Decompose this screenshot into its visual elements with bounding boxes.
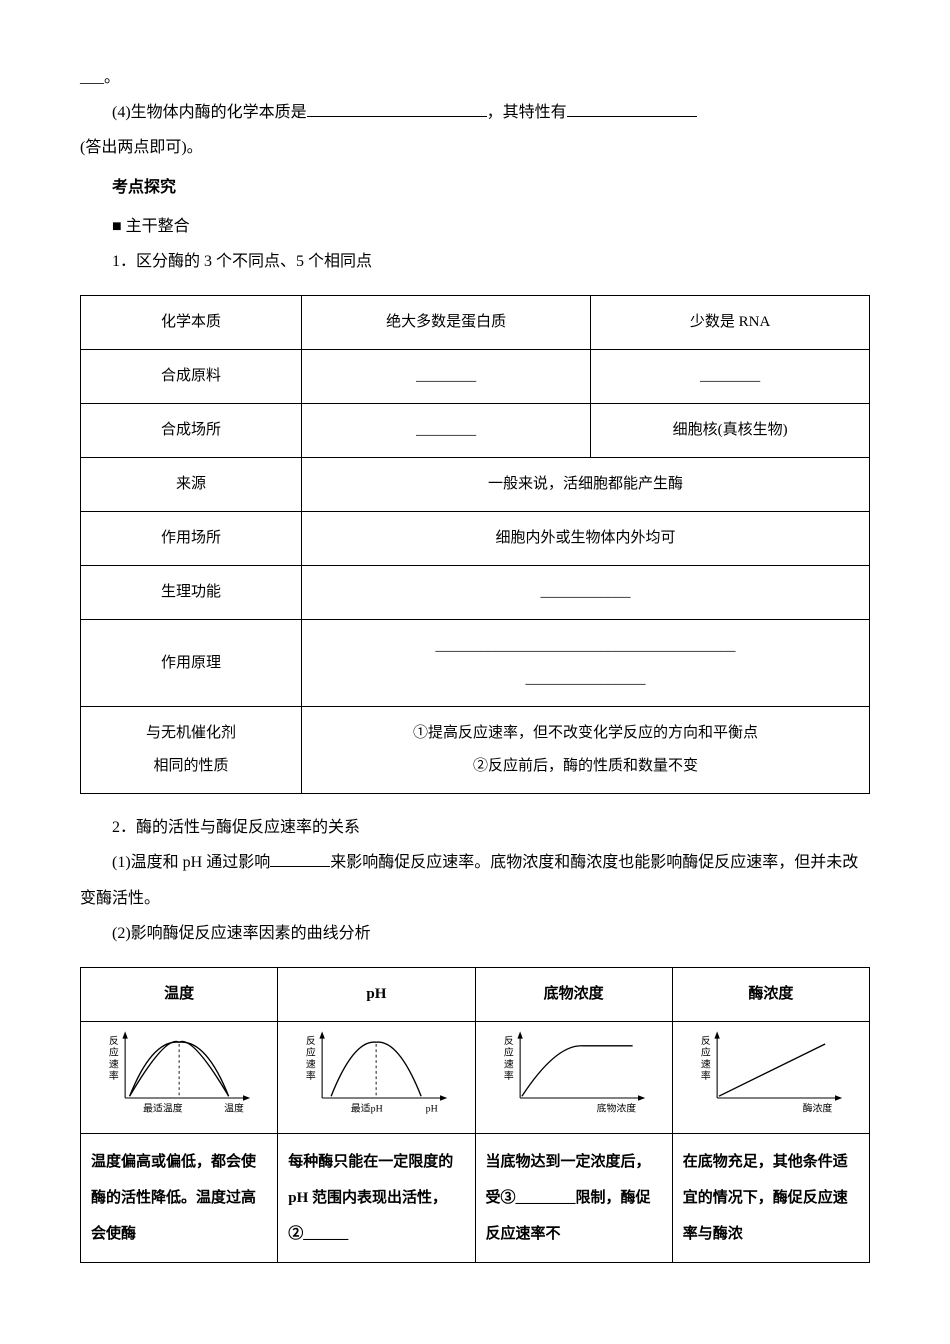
q4-mid: ，其特性有 <box>487 104 567 121</box>
svg-text:率: 率 <box>503 1069 513 1082</box>
ylabel: 反 <box>109 1035 119 1047</box>
heading-kaodian: 考点探究 <box>80 170 870 205</box>
svg-text:率: 率 <box>306 1069 316 1082</box>
desc-enzyme: 在底物充足，其他条件适宜的情况下，酶促反应速率与酶浓 <box>672 1133 869 1262</box>
chart-substrate: 反 应 速 率 底物浓度 <box>475 1021 672 1133</box>
ylabel: 率 <box>109 1069 119 1082</box>
svg-text:反: 反 <box>503 1035 513 1047</box>
svg-text:反: 反 <box>701 1035 711 1047</box>
chart-ph: 反 应 速 率 最适pH pH <box>278 1021 475 1133</box>
header-temp: 温度 <box>81 967 278 1021</box>
desc-temp: 温度偏高或偏低，都会使酶的活性降低。温度过高会使酶 <box>81 1133 278 1262</box>
item-2: 2．酶的活性与酶促反应速率的关系 <box>80 810 870 845</box>
item-1: 1．区分酶的 3 个不同点、5 个相同点 <box>80 244 870 279</box>
row-label: 来源 <box>81 458 302 512</box>
row-value: ①提高反应速率，但不改变化学反应的方向和平衡点②反应前后，酶的性质和数量不变 <box>301 707 869 794</box>
table-row: 作用原理____________________________________… <box>81 620 870 707</box>
q4-prefix: (4)生物体内酶的化学本质是 <box>112 104 307 121</box>
ylabel: 速 <box>109 1058 119 1070</box>
paragraph-2: (2)影响酶促反应速率因素的曲线分析 <box>80 916 870 951</box>
row-value: 细胞内外或生物体内外均可 <box>301 512 869 566</box>
row-label: 作用原理 <box>81 620 302 707</box>
header-enzyme: 酶浓度 <box>672 967 869 1021</box>
table-row: 作用场所细胞内外或生物体内外均可 <box>81 512 870 566</box>
enzyme-compare-table: 化学本质绝大多数是蛋白质少数是 RNA合成原料________________合… <box>80 295 870 794</box>
svg-text:速: 速 <box>503 1058 513 1070</box>
row-label: 与无机催化剂相同的性质 <box>81 707 302 794</box>
row-value: ____________ <box>301 566 869 620</box>
blank-field <box>307 100 487 117</box>
row-label: 生理功能 <box>81 566 302 620</box>
table-row: 生理功能____________ <box>81 566 870 620</box>
row-value-2: ________ <box>591 350 870 404</box>
opt-ph-label: 最适pH <box>351 1102 383 1114</box>
xlabel-substrate: 底物浓度 <box>596 1101 636 1114</box>
ylabel: 应 <box>109 1046 119 1059</box>
blank-field <box>270 850 330 867</box>
svg-text:应: 应 <box>306 1046 316 1059</box>
chart-svg-substrate: 反 应 速 率 底物浓度 <box>478 1026 670 1116</box>
desc-ph: 每种酶只能在一定限度的 pH 范围内表现出活性，②______ <box>278 1133 475 1262</box>
svg-text:速: 速 <box>701 1058 711 1070</box>
row-value: 一般来说，活细胞都能产生酶 <box>301 458 869 512</box>
svg-text:率: 率 <box>701 1069 711 1082</box>
chart-svg-temp: 反 应 速 率 最适温度 温度 <box>83 1026 275 1116</box>
table-row: 来源一般来说，活细胞都能产生酶 <box>81 458 870 512</box>
table-row: 与无机催化剂相同的性质①提高反应速率，但不改变化学反应的方向和平衡点②反应前后，… <box>81 707 870 794</box>
chart-svg-enzyme: 反 应 速 率 酶浓度 <box>675 1026 867 1116</box>
chart-enzyme: 反 应 速 率 酶浓度 <box>672 1021 869 1133</box>
blank-field <box>567 100 697 117</box>
row-label: 作用场所 <box>81 512 302 566</box>
header-substrate: 底物浓度 <box>475 967 672 1021</box>
p1-a: (1)温度和 pH 通过影响 <box>112 854 270 871</box>
table-row: 合成原料________________ <box>81 350 870 404</box>
svg-text:速: 速 <box>306 1058 316 1070</box>
paragraph-1: (1)温度和 pH 通过影响来影响酶促反应速率。底物浓度和酶浓度也能影响酶促反应… <box>80 845 870 915</box>
row-value-1: ________ <box>301 350 590 404</box>
q4-suffix: (答出两点即可)。 <box>80 130 870 165</box>
desc-substrate: 当底物达到一定浓度后，受③________限制，酶促反应速率不 <box>475 1133 672 1262</box>
factors-table: 温度 pH 底物浓度 酶浓度 反 应 速 率 最适温度 温度 <box>80 967 870 1263</box>
question-4: (4)生物体内酶的化学本质是 ，其特性有 <box>80 95 870 130</box>
header-ph: pH <box>278 967 475 1021</box>
table-row: 化学本质绝大多数是蛋白质少数是 RNA <box>81 296 870 350</box>
svg-text:反: 反 <box>306 1035 316 1047</box>
xlabel-enzyme: 酶浓度 <box>802 1101 832 1114</box>
row-value-1: ________ <box>301 404 590 458</box>
chart-temp: 反 应 速 率 最适温度 温度 <box>81 1021 278 1133</box>
xlabel-temp: 温度 <box>224 1101 244 1114</box>
table-header-row: 温度 pH 底物浓度 酶浓度 <box>81 967 870 1021</box>
desc-row: 温度偏高或偏低，都会使酶的活性降低。温度过高会使酶 每种酶只能在一定限度的 pH… <box>81 1133 870 1262</box>
chart-row: 反 应 速 率 最适温度 温度 反 应 速 率 <box>81 1021 870 1133</box>
row-value: ________________________________________… <box>301 620 869 707</box>
heading-zhugan: ■ 主干整合 <box>80 209 870 244</box>
row-value-2: 细胞核(真核生物) <box>591 404 870 458</box>
row-label: 化学本质 <box>81 296 302 350</box>
svg-text:应: 应 <box>503 1046 513 1059</box>
chart-svg-ph: 反 应 速 率 最适pH pH <box>280 1026 472 1116</box>
fragment-line: ___。 <box>80 60 870 95</box>
table-row: 合成场所________细胞核(真核生物) <box>81 404 870 458</box>
svg-text:应: 应 <box>701 1046 711 1059</box>
row-value-2: 少数是 RNA <box>591 296 870 350</box>
row-value-1: 绝大多数是蛋白质 <box>301 296 590 350</box>
row-label: 合成场所 <box>81 404 302 458</box>
opt-temp-label: 最适温度 <box>143 1101 183 1114</box>
xlabel-ph: pH <box>426 1103 438 1114</box>
row-label: 合成原料 <box>81 350 302 404</box>
